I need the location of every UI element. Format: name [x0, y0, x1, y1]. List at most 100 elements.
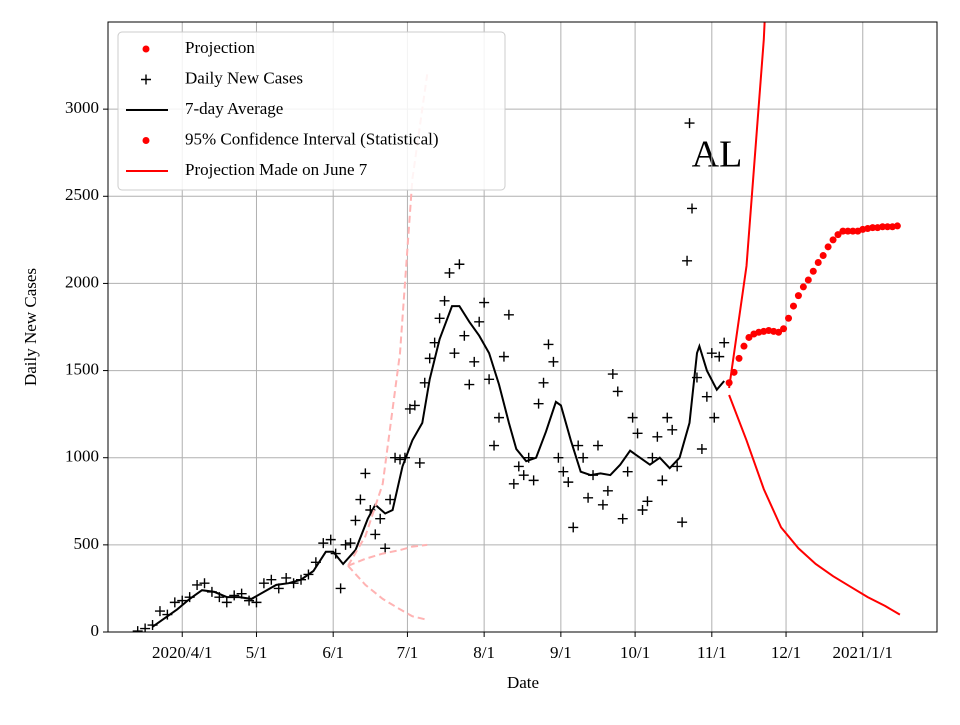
plus-marker: [281, 572, 292, 583]
plus-marker: [602, 485, 613, 496]
plus-marker: [682, 255, 693, 266]
plus-marker: [607, 369, 618, 380]
y-tick-label: 500: [74, 534, 100, 553]
y-tick-label: 1000: [65, 447, 99, 466]
plus-marker: [563, 477, 574, 488]
plus-marker: [251, 597, 262, 608]
dot-marker: [804, 276, 812, 284]
x-tick-label: 6/1: [322, 643, 344, 662]
plus-marker: [325, 534, 336, 545]
dot-marker: [799, 283, 807, 291]
plus-marker: [474, 316, 485, 327]
plus-marker: [714, 351, 725, 362]
plus-marker: [677, 517, 688, 528]
dot-marker: [789, 302, 797, 310]
plus-marker: [449, 348, 460, 359]
x-tick-label: 2021/1/1: [833, 643, 893, 662]
plus-marker: [647, 452, 658, 463]
plus-marker: [533, 398, 544, 409]
dot-marker: [809, 267, 817, 275]
legend-marker: [142, 137, 150, 144]
plus-marker: [434, 313, 445, 324]
plot-area: [132, 22, 901, 632]
plus-marker: [132, 626, 143, 632]
x-axis-label: Date: [507, 673, 539, 692]
x-tick-label: 12/1: [771, 643, 801, 662]
dot-marker: [824, 243, 832, 251]
legend-label: Daily New Cases: [185, 68, 303, 87]
dot-marker: [844, 227, 852, 235]
plus-marker: [667, 424, 678, 435]
plus-marker: [538, 377, 549, 388]
dot-marker: [829, 236, 837, 244]
legend-label: Projection: [185, 38, 255, 57]
plus-marker: [508, 478, 519, 489]
legend-label: Projection Made on June 7: [185, 160, 368, 179]
plus-marker: [414, 457, 425, 468]
plus-marker: [528, 475, 539, 486]
plus-marker: [169, 597, 180, 608]
plus-marker: [318, 538, 329, 549]
legend-label: 95% Confidence Interval (Statistical): [185, 129, 439, 148]
dot-marker: [849, 227, 857, 235]
interval-line: [347, 565, 428, 621]
dot-marker: [775, 328, 783, 336]
plus-marker: [192, 579, 203, 590]
plus-marker: [439, 295, 450, 306]
dot-marker: [839, 227, 847, 235]
plus-marker: [518, 470, 529, 481]
dot-marker: [819, 252, 827, 260]
plus-marker: [340, 539, 351, 550]
plus-marker: [684, 118, 695, 129]
dot-marker: [814, 259, 822, 267]
plus-marker: [370, 529, 381, 540]
legend-label: 7-day Average: [185, 99, 283, 118]
plus-marker: [479, 297, 490, 308]
plus-marker: [597, 499, 608, 510]
legend-box: [117, 31, 506, 191]
plus-marker: [424, 353, 435, 364]
plus-marker: [642, 496, 653, 507]
dot-marker: [884, 223, 892, 231]
plus-marker: [489, 440, 500, 451]
plus-marker: [395, 454, 406, 465]
plus-marker: [719, 337, 730, 348]
y-tick-label: 2000: [65, 272, 99, 291]
plus-marker: [258, 578, 269, 589]
legend: Projection Daily New Cases 7-day Average 95…: [117, 31, 506, 191]
plus-marker: [380, 543, 391, 554]
x-tick-label: 9/1: [550, 643, 572, 662]
plus-marker: [543, 339, 554, 350]
plus-marker: [632, 428, 643, 439]
dot-marker: [785, 314, 793, 322]
x-tick-label: 11/1: [697, 643, 727, 662]
plus-marker: [221, 597, 232, 608]
plus-marker: [687, 203, 698, 214]
plus-marker: [199, 578, 210, 589]
plus-marker: [459, 330, 470, 341]
x-tick-label: 8/1: [473, 643, 495, 662]
plus-marker: [454, 259, 465, 270]
plus-marker: [578, 452, 589, 463]
legend-marker: [142, 45, 150, 53]
plus-marker: [709, 412, 720, 423]
plus-marker: [553, 452, 564, 463]
plus-marker: [672, 461, 683, 472]
plus-marker: [701, 391, 712, 402]
plus-marker: [548, 356, 559, 367]
plus-marker: [375, 513, 386, 524]
plus-marker: [335, 583, 346, 594]
plus-marker: [558, 466, 569, 477]
dot-marker: [869, 224, 877, 232]
plus-marker: [622, 466, 633, 477]
plus-marker: [583, 492, 594, 503]
plus-marker: [355, 494, 366, 505]
y-tick-label: 3000: [65, 98, 99, 117]
dot-marker: [834, 231, 842, 239]
interval-line: [728, 22, 766, 389]
plus-marker: [627, 412, 638, 423]
plus-marker: [360, 468, 371, 479]
plus-marker: [637, 505, 648, 515]
dot-marker: [735, 354, 743, 362]
